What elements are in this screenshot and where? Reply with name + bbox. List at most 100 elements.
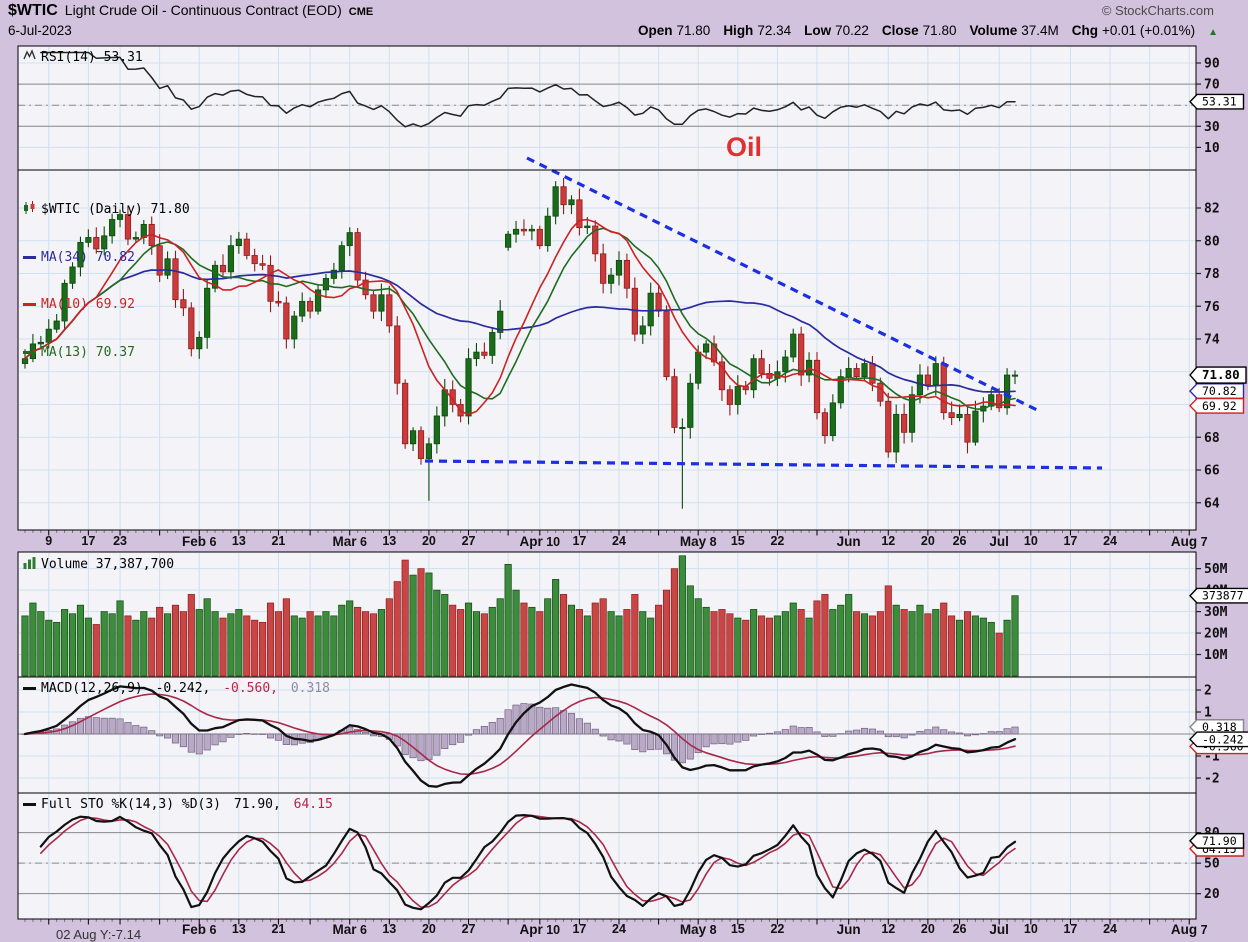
- x-axis-label: Apr 10: [519, 922, 561, 937]
- x-axis-label: 22: [770, 922, 785, 936]
- x-axis-label: Aug 7: [1170, 534, 1208, 549]
- sto-series: [39, 813, 1017, 911]
- y-tick-label: 66: [1204, 464, 1220, 479]
- y-tick-label: -2: [1204, 772, 1220, 787]
- x-axis-label: 24: [1103, 922, 1117, 936]
- x-axis-label: 22: [770, 534, 785, 548]
- oil-annotation: Oil: [726, 132, 763, 162]
- x-axis-label: 9: [45, 534, 53, 548]
- x-axis-label: 20: [421, 922, 436, 936]
- candlestick-icon: [23, 200, 36, 219]
- svg-text:0.318: 0.318: [1202, 720, 1237, 734]
- ma13-legend: MA(13) 70.37: [23, 344, 190, 362]
- svg-text:373877: 373877: [1202, 589, 1244, 603]
- sto-d-value: 64.15: [285, 797, 333, 812]
- x-axis-row-main: 9 17 23 Feb 6 13 21 Mar 6 13 20 27 Apr 10 17 24 May 8…: [0, 530, 1248, 554]
- x-axis-label: 12: [881, 534, 896, 548]
- x-axis-label: Jul: [989, 534, 1009, 549]
- macd-series: [21, 683, 1019, 788]
- chart-date: 6-Jul-2023: [8, 23, 72, 38]
- ma13-swatch: [23, 350, 36, 354]
- x-axis-label: 17: [572, 534, 587, 548]
- axis-value-bubble: [1189, 397, 1245, 414]
- y-axis-labels: 90703010828078767468666450M40M30M20M10M2…: [1196, 57, 1228, 902]
- y-tick-label: 1: [1204, 706, 1212, 721]
- axis-value-bubble: [1189, 587, 1248, 604]
- volume-stat: Volume 37.4M: [969, 23, 1059, 38]
- x-axis-label: 20: [920, 534, 935, 548]
- macd-signal-value: -0.560,: [215, 681, 278, 696]
- x-axis-label: Jul: [989, 922, 1009, 937]
- x-axis-label: 10: [1023, 922, 1038, 936]
- ma10-label: MA(10) 69.92: [41, 297, 135, 313]
- chart-title: Light Crude Oil - Continuous Contract (E…: [64, 2, 342, 18]
- trendlines: [424, 156, 1103, 470]
- y-tick-label: 90: [1204, 57, 1220, 72]
- macd-legend-label: MACD(12,26,9): [41, 681, 143, 696]
- rsi-legend-label: RSI(14) 53.31: [41, 50, 143, 65]
- x-axis-label: 27: [461, 922, 476, 936]
- x-axis-label: Mar 6: [332, 922, 367, 937]
- rsi-icon: [23, 49, 36, 66]
- rsi-series: [40, 51, 1016, 128]
- x-axis-label: 26: [952, 534, 967, 548]
- y-tick-label: 68: [1204, 431, 1220, 446]
- ma34-label: MA(34) 70.82: [41, 249, 135, 265]
- change-stat: Chg +0.01 (+0.01%): [1071, 23, 1196, 38]
- x-axis-label: 13: [231, 534, 246, 548]
- axis-bubbles: 53.3170.8269.9271.80373877-0.5600.318-0.…: [1189, 93, 1248, 857]
- y-tick-label: 10M: [1204, 648, 1228, 663]
- x-axis-label: 24: [612, 922, 626, 936]
- x-axis-label: May 8: [679, 534, 717, 549]
- svg-text:-0.242: -0.242: [1202, 732, 1244, 746]
- axis-value-bubble: [1189, 383, 1245, 400]
- axis-value-bubble: [1189, 832, 1245, 849]
- x-axis-label: 13: [382, 534, 397, 548]
- volume-bars: [21, 555, 1019, 677]
- panel-backgrounds: [18, 46, 1196, 919]
- x-axis-label: 24: [1103, 534, 1117, 548]
- x-axis-label: 26: [952, 922, 967, 936]
- y-tick-label: 10: [1204, 141, 1220, 156]
- exchange: CME: [348, 6, 374, 18]
- x-axis-label: 10: [1023, 534, 1038, 548]
- y-tick-label: 82: [1204, 202, 1220, 217]
- volume-bars-icon: [23, 556, 36, 573]
- high-stat: High 72.34: [723, 23, 792, 38]
- candles: [21, 177, 1019, 509]
- x-axis-label: Feb 6: [182, 922, 217, 937]
- header-row-2: 6-Jul-2023 Open 71.80 High 72.34 Low 70.22 …: [8, 23, 1218, 42]
- x-axis-label: Jun: [836, 922, 861, 937]
- sto-swatch: [23, 803, 36, 806]
- y-tick-label: 74: [1204, 333, 1220, 348]
- price-legend-line: $WTIC (Daily) 71.80: [23, 200, 190, 219]
- price-legend: $WTIC (Daily) 71.80 MA(34) 70.82 MA(10) …: [23, 171, 190, 376]
- y-tick-label: 50M: [1204, 562, 1228, 577]
- x-axis-label: 17: [1063, 922, 1078, 936]
- macd-hist-value: 0.318: [283, 681, 330, 696]
- y-tick-label: 80: [1204, 234, 1220, 249]
- x-axis-label: 17: [572, 922, 587, 936]
- price-legend-label: $WTIC (Daily) 71.80: [41, 202, 190, 218]
- y-tick-label: 2: [1204, 684, 1212, 699]
- x-axis-label: 17: [81, 534, 96, 548]
- svg-text:70.82: 70.82: [1202, 384, 1237, 398]
- x-axis-label: 15: [730, 534, 745, 548]
- symbol: $WTIC: [8, 2, 58, 19]
- crosshair-readout: 02 Aug Y:-7.14: [56, 927, 142, 942]
- y-tick-label: 30M: [1204, 605, 1228, 620]
- sto-legend-label: Full STO %K(14,3) %D(3): [41, 797, 222, 812]
- svg-text:71.80: 71.80: [1202, 367, 1240, 382]
- x-axis-label: 20: [421, 534, 436, 548]
- sto-k-value: 71.90,: [226, 797, 281, 812]
- volume-legend-label: Volume 37,387,700: [41, 557, 175, 572]
- moving-averages: [24, 218, 1016, 416]
- copyright: © StockCharts.com: [1101, 3, 1214, 18]
- y-tick-label: 20: [1204, 887, 1220, 902]
- x-axis-label: 12: [881, 922, 896, 936]
- ohlc-row: Open 71.80 High 72.34 Low 70.22 Close 71.80 …: [638, 23, 1218, 38]
- x-axis-label: 21: [271, 534, 286, 548]
- open-stat: Open 71.80: [638, 23, 711, 38]
